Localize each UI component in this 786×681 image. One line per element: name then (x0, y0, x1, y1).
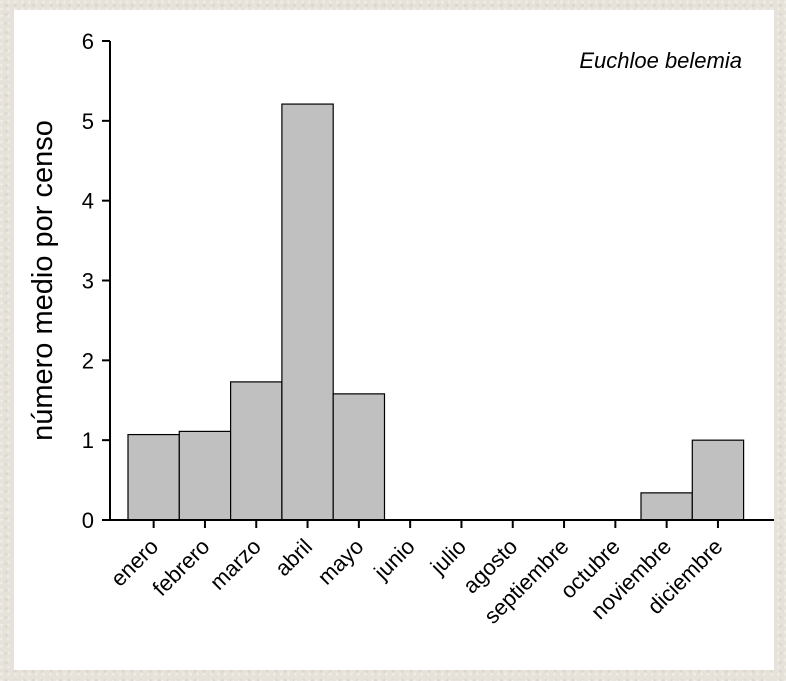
bar-enero (127, 433, 180, 521)
y-ticks-group: 0 1 2 3 4 5 6 (82, 29, 110, 533)
bar-marzo (230, 381, 283, 521)
x-tick-label-mayo: mayo (313, 534, 369, 590)
y-tick-label-2: 2 (82, 348, 94, 373)
bar-mayo (332, 393, 386, 521)
y-tick-label-6: 6 (82, 29, 94, 54)
x-tick-label-abril: abril (270, 534, 317, 581)
bars-group (127, 103, 745, 521)
y-axis-label: número medio por censo (27, 120, 59, 441)
y-tick-label-3: 3 (82, 269, 94, 294)
bar-diciembre (691, 439, 745, 521)
bar-abril (281, 103, 334, 521)
x-tick-label-junio: junio (368, 534, 419, 585)
bar-febrero (178, 430, 232, 521)
y-tick-label-5: 5 (82, 109, 94, 134)
y-tick-label-1: 1 (82, 428, 94, 453)
bar-noviembre (640, 492, 693, 521)
y-tick-label-0: 0 (82, 508, 94, 533)
x-tick-label-febrero: febrero (148, 534, 215, 601)
x-tick-label-marzo: marzo (205, 534, 266, 595)
y-tick-label-4: 4 (82, 189, 94, 214)
species-annotation: Euchloe belemia (579, 48, 742, 73)
chart-panel: 0 1 2 3 4 5 6 enero febrero marzo abril mayo junio j… (14, 10, 776, 670)
